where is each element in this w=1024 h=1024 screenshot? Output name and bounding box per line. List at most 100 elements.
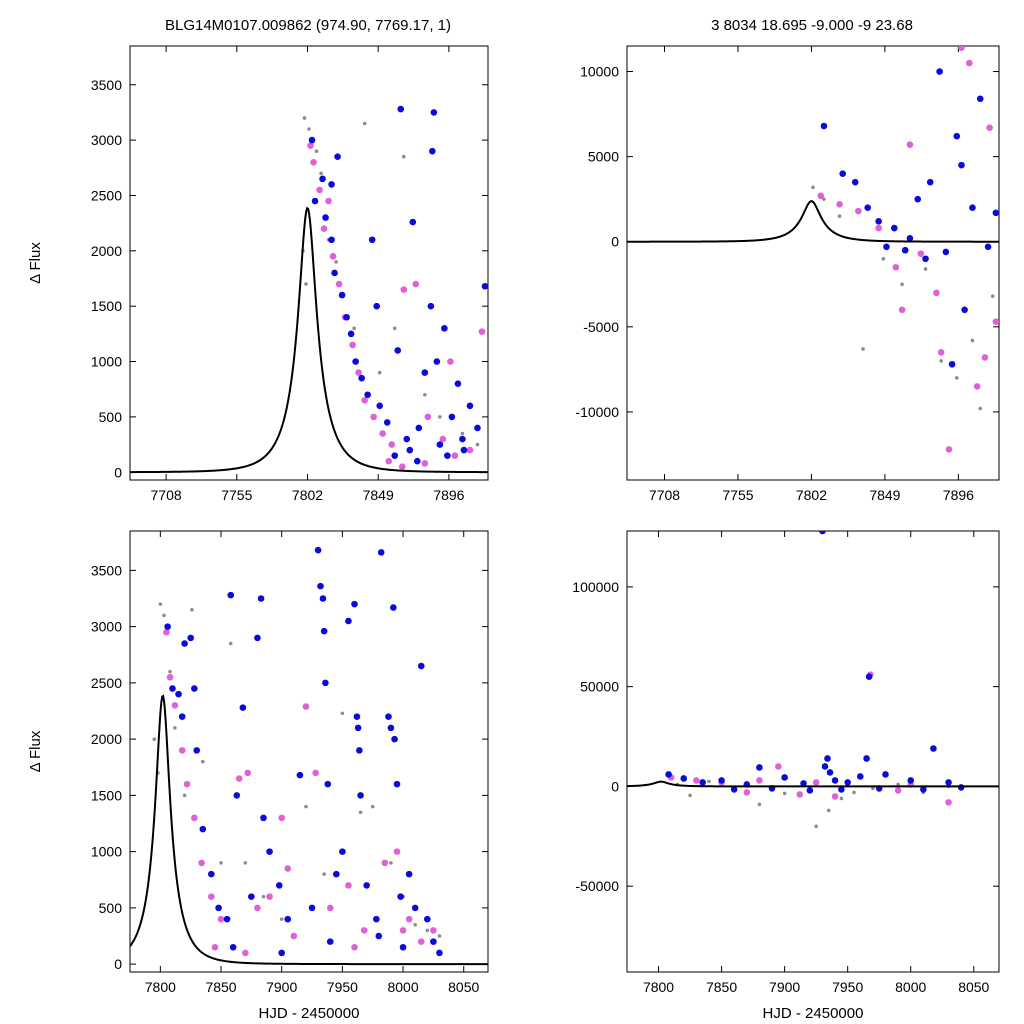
- blue-data-point: [308, 136, 316, 144]
- gray-data-point: [352, 326, 356, 331]
- data-layer: [627, 531, 999, 829]
- blue-data-point: [953, 132, 961, 140]
- y-tick-label: -10000: [575, 404, 619, 420]
- blue-data-point: [376, 402, 383, 410]
- magenta-data-point: [451, 452, 459, 459]
- gray-data-point: [168, 669, 172, 674]
- panel-top-left: 0 500 1000 1500 2000 2500 3000 3500 7708 7755 7802…: [27, 45, 489, 503]
- blue-data-point: [865, 673, 873, 680]
- blue-data-point: [322, 679, 329, 687]
- blue-data-point: [178, 713, 186, 720]
- blue-data-point: [436, 949, 443, 957]
- gray-data-point: [475, 442, 480, 447]
- gray-data-point: [990, 294, 995, 298]
- magenta-data-point: [316, 186, 323, 194]
- blue-data-point: [373, 302, 380, 310]
- blue-data-point: [339, 848, 346, 855]
- blue-data-point: [856, 773, 864, 780]
- data-layer: [130, 546, 488, 966]
- model-curve: [130, 694, 488, 966]
- gray-data-point: [837, 214, 842, 218]
- blue-data-point: [275, 882, 283, 889]
- blue-data-point: [215, 904, 222, 912]
- gray-data-point: [319, 171, 323, 176]
- blue-data-point: [353, 713, 361, 720]
- blue-data-point: [311, 197, 319, 205]
- blue-data-point: [363, 882, 370, 889]
- blue-data-point: [187, 634, 194, 642]
- magenta-data-point: [986, 124, 993, 131]
- blue-data-point: [227, 591, 235, 599]
- blue-data-point: [930, 745, 937, 752]
- magenta-data-point: [855, 207, 862, 215]
- blue-data-point: [460, 446, 468, 454]
- blue-data-point: [976, 95, 984, 103]
- gray-data-point: [182, 793, 187, 798]
- blue-data-point: [229, 943, 237, 951]
- plot-frame: [129, 530, 489, 973]
- blue-data-point: [826, 769, 834, 776]
- blue-data-point: [354, 724, 362, 732]
- gray-data-point: [839, 796, 844, 801]
- blue-data-point: [383, 419, 391, 426]
- y-tick-label: 0: [611, 778, 619, 794]
- x-tick-label: 7950: [327, 979, 358, 995]
- panel-bottom-right: -50000 0 50000 100000 7800 7850 7900 7950 8000 80…: [572, 530, 1000, 1022]
- blue-data-point: [800, 780, 807, 787]
- gray-data-point: [954, 376, 959, 380]
- blue-data-point: [481, 282, 488, 290]
- blue-data-point: [824, 755, 831, 762]
- magenta-data-point: [424, 413, 432, 421]
- magenta-data-point: [892, 263, 900, 271]
- blue-data-point: [838, 786, 845, 793]
- blue-data-point: [448, 413, 456, 421]
- gray-data-point: [261, 894, 266, 899]
- blue-data-point: [375, 932, 383, 940]
- magenta-data-point: [439, 435, 447, 443]
- blue-data-point: [322, 214, 329, 221]
- x-tick-label: 7708: [151, 487, 182, 503]
- gray-data-point: [362, 121, 367, 126]
- magenta-data-point: [208, 893, 215, 900]
- gray-data-point: [814, 824, 818, 829]
- blue-data-point: [248, 893, 255, 900]
- blue-data-point: [377, 549, 385, 556]
- data-layer: [627, 46, 999, 453]
- magenta-data-point: [417, 938, 425, 945]
- magenta-data-point: [421, 460, 429, 467]
- y-tick-label: 2500: [91, 187, 122, 203]
- x-tick-label: 8000: [387, 979, 418, 995]
- blue-data-point: [430, 109, 438, 116]
- magenta-data-point: [284, 865, 292, 872]
- blue-data-point: [390, 604, 397, 611]
- blue-data-point: [922, 255, 929, 263]
- blue-data-point: [357, 792, 364, 799]
- magenta-data-point: [775, 763, 782, 770]
- gray-data-point: [302, 116, 307, 120]
- y-tick-label: 5000: [588, 149, 619, 165]
- gray-data-point: [900, 282, 904, 287]
- model-curve: [130, 206, 488, 474]
- blue-data-point: [326, 938, 334, 945]
- y-tick-label: 3500: [91, 77, 122, 93]
- x-tick-label: 8050: [448, 979, 479, 995]
- magenta-data-point: [361, 396, 368, 404]
- blue-data-point: [901, 246, 909, 254]
- x-tick-label: 7755: [221, 487, 252, 503]
- magenta-data-point: [405, 915, 413, 923]
- blue-data-point: [942, 248, 950, 256]
- x-tick-label: 7896: [433, 487, 464, 503]
- gray-data-point: [304, 282, 308, 286]
- blue-data-point: [945, 779, 952, 786]
- gray-data-point: [413, 922, 417, 927]
- blue-data-point: [199, 825, 207, 833]
- y-tick-label: 2500: [91, 675, 122, 691]
- y-tick-label: 500: [99, 900, 123, 916]
- blue-data-point: [314, 546, 322, 554]
- magenta-data-point: [945, 799, 952, 806]
- x-tick-label: 7755: [722, 487, 753, 503]
- blue-data-point: [444, 452, 451, 459]
- blue-data-point: [223, 915, 231, 923]
- y-tick-label: 500: [99, 409, 123, 425]
- magenta-data-point: [743, 789, 751, 796]
